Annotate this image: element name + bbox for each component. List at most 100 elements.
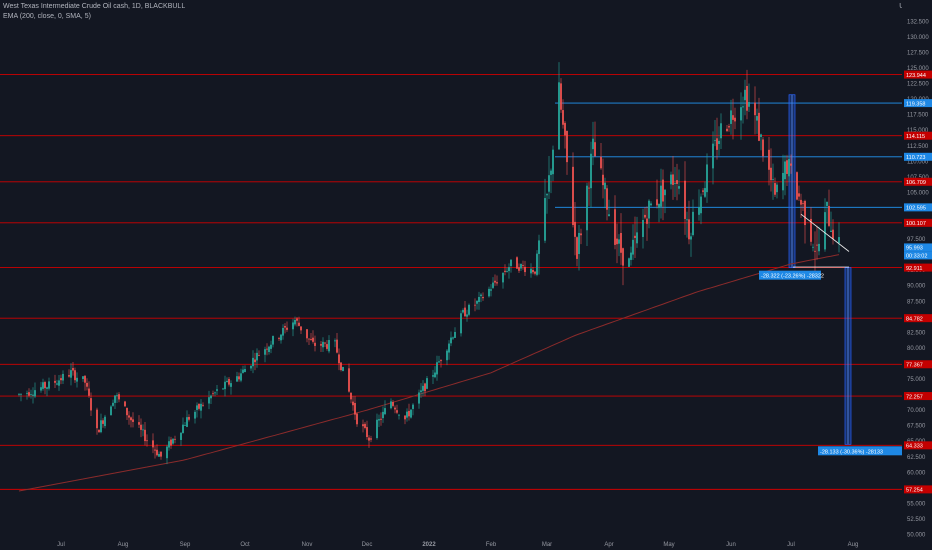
- y-tick-label: 132.500: [907, 19, 929, 25]
- candle-body: [726, 128, 728, 132]
- candle-body: [628, 258, 630, 267]
- candle-body: [704, 188, 706, 197]
- level-price-label: 106.709: [906, 180, 926, 186]
- candle-body: [476, 300, 478, 304]
- candle-body: [376, 419, 378, 439]
- candle-body: [102, 420, 104, 424]
- y-tick-label: 60.000: [907, 470, 926, 476]
- candle-body: [550, 170, 552, 175]
- candle-body: [244, 369, 246, 373]
- candle-body: [300, 326, 302, 331]
- candle-body: [604, 182, 606, 190]
- candle-body: [698, 206, 700, 215]
- candle-body: [272, 336, 274, 345]
- triangle-upper-line[interactable]: [800, 213, 850, 252]
- candle-body: [56, 383, 58, 385]
- candle-body: [118, 394, 120, 400]
- candle-body: [212, 393, 214, 395]
- candle-body: [558, 82, 560, 150]
- candle-body: [648, 200, 650, 219]
- candle-body: [144, 429, 146, 442]
- y-tick-label: 50.000: [907, 533, 926, 539]
- candle-body: [718, 140, 720, 145]
- candle-body: [280, 334, 282, 341]
- candle-body: [538, 240, 540, 254]
- candle-body: [370, 438, 372, 440]
- level-price-label: 57.254: [906, 488, 923, 494]
- candle-body: [446, 350, 448, 361]
- candle-body: [404, 415, 406, 420]
- x-tick-label: Nov: [302, 542, 313, 548]
- candle-body: [396, 410, 398, 413]
- candle-body: [574, 221, 576, 237]
- level-price-label-box: [904, 314, 932, 323]
- candle-body: [506, 271, 508, 272]
- candle-body: [440, 360, 442, 362]
- candle-body: [312, 337, 314, 342]
- candle-body: [600, 156, 602, 169]
- measure-label-box: [818, 446, 902, 456]
- candle-body: [378, 419, 380, 421]
- candle-body: [662, 179, 664, 202]
- candle-body: [674, 183, 676, 184]
- y-tick-label: 80.000: [907, 346, 926, 352]
- candle-body: [618, 239, 620, 244]
- candle-body: [228, 378, 230, 385]
- candle-body: [352, 401, 354, 406]
- candle-body: [296, 318, 298, 321]
- y-tick-label: 62.500: [907, 455, 926, 461]
- candle-body: [410, 409, 412, 418]
- candle-body: [32, 394, 34, 396]
- candle-body: [530, 268, 532, 274]
- candle-body: [740, 107, 742, 121]
- candle-body: [324, 342, 326, 344]
- candle-body: [744, 89, 746, 101]
- candle-body: [520, 263, 522, 269]
- candle-body: [142, 429, 144, 431]
- candle-body: [256, 352, 258, 361]
- candle-body: [448, 343, 450, 353]
- level-price-label: 114.115: [906, 134, 925, 140]
- candle-body: [198, 403, 200, 409]
- candle-body: [132, 419, 134, 422]
- candle-body: [494, 280, 496, 283]
- candle-body: [62, 373, 64, 381]
- y-tick-label: 75.000: [907, 377, 926, 383]
- candle-body: [588, 187, 590, 189]
- ema-line[interactable]: [18, 254, 840, 492]
- candle-body: [676, 180, 678, 184]
- candle-body: [226, 380, 228, 382]
- candle-body: [116, 395, 118, 397]
- candle-body: [350, 392, 352, 400]
- candle-body: [756, 116, 758, 121]
- candle-body: [716, 138, 718, 150]
- candle-body: [100, 420, 102, 433]
- candle-body: [714, 140, 716, 142]
- measure-label: -28.322 (-23.26%) -28322: [761, 274, 824, 280]
- candle-body: [660, 185, 662, 207]
- candle-body: [748, 102, 750, 107]
- candle-body: [418, 392, 420, 404]
- candle-body: [160, 451, 162, 457]
- y-tick-label: 117.500: [907, 113, 929, 119]
- candle-body: [266, 348, 268, 350]
- candle-body: [800, 199, 802, 205]
- candle-body: [720, 123, 722, 139]
- candle-body: [594, 142, 596, 157]
- candle-body: [264, 349, 266, 355]
- candle-body: [392, 402, 394, 406]
- y-tick-label: 115.000: [907, 128, 929, 134]
- candle-body: [422, 385, 424, 391]
- candle-body: [96, 409, 98, 429]
- candle-body: [20, 393, 22, 395]
- indicator-legend: EMA (200, close, 0, SMA, 5): [3, 13, 91, 20]
- candle-body: [90, 398, 92, 411]
- candle-body: [424, 383, 426, 392]
- candle-body: [650, 203, 652, 206]
- price-axis[interactable]: [902, 0, 932, 550]
- candle-body: [590, 153, 592, 189]
- candle-body: [656, 199, 658, 206]
- candle-body: [368, 437, 370, 441]
- y-tick-label: 127.500: [907, 50, 929, 56]
